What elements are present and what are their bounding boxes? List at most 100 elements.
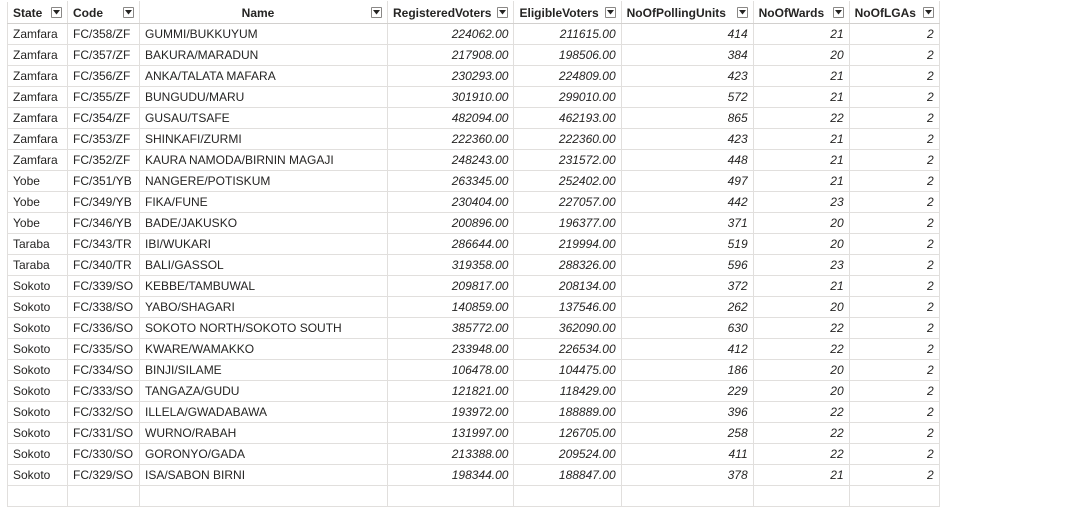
column-header-noofwards[interactable]: NoOfWards xyxy=(752,1,850,24)
cell-code[interactable]: FC/356/ZF xyxy=(67,65,140,87)
cell-name[interactable]: SOKOTO NORTH/SOKOTO SOUTH xyxy=(139,317,388,339)
cell-registeredvoters[interactable]: 193972.00 xyxy=(386,401,515,423)
cell-name[interactable]: KAURA NAMODA/BIRNIN MAGAJI xyxy=(139,149,388,171)
table-row[interactable]: Sokoto FC/336/SO SOKOTO NORTH/SOKOTO SOUTH… xyxy=(7,317,940,339)
cell-noofwards[interactable]: 20 xyxy=(752,359,850,381)
cell-state[interactable]: Sokoto xyxy=(7,275,68,297)
cell-eligiblevoters[interactable]: 188889.00 xyxy=(513,401,622,423)
column-header-registeredvoters[interactable]: RegisteredVoters xyxy=(386,1,515,24)
table-row[interactable]: Sokoto FC/335/SO KWARE/WAMAKKO 233948.00 226… xyxy=(7,338,940,360)
cell-noofpollingunits[interactable]: 414 xyxy=(620,23,754,45)
cell-eligiblevoters[interactable]: 227057.00 xyxy=(513,191,622,213)
column-header-code[interactable]: Code xyxy=(67,1,140,24)
cell-registeredvoters[interactable]: 222360.00 xyxy=(386,128,515,150)
cell-eligiblevoters[interactable]: 231572.00 xyxy=(513,149,622,171)
cell-nooflgas[interactable]: 2 xyxy=(848,254,940,276)
cell-registeredvoters[interactable]: 263345.00 xyxy=(386,170,515,192)
cell-code[interactable]: FC/332/SO xyxy=(67,401,140,423)
column-header-nooflgas[interactable]: NoOfLGAs xyxy=(848,1,940,24)
cell-noofpollingunits[interactable]: 396 xyxy=(620,401,754,423)
cell-nooflgas[interactable]: 2 xyxy=(848,464,940,486)
cell-nooflgas[interactable]: 2 xyxy=(848,65,940,87)
cell-code[interactable]: FC/331/SO xyxy=(67,422,140,444)
cell-noofpollingunits[interactable]: 572 xyxy=(620,86,754,108)
cell-eligiblevoters[interactable]: 137546.00 xyxy=(513,296,622,318)
cell-nooflgas[interactable]: 2 xyxy=(848,86,940,108)
cell-registeredvoters[interactable]: 385772.00 xyxy=(386,317,515,339)
cell-name[interactable]: WURNO/RABAH xyxy=(139,422,388,444)
cell-nooflgas[interactable]: 2 xyxy=(848,23,940,45)
cell-code[interactable]: FC/351/YB xyxy=(67,170,140,192)
cell-code[interactable]: FC/357/ZF xyxy=(67,44,140,66)
cell-noofwards[interactable]: 20 xyxy=(752,44,850,66)
cell-state[interactable]: Sokoto xyxy=(7,296,68,318)
cell-code[interactable]: FC/358/ZF xyxy=(67,23,140,45)
cell-noofpollingunits[interactable]: 372 xyxy=(620,275,754,297)
cell-code[interactable]: FC/346/YB xyxy=(67,212,140,234)
cell-registeredvoters[interactable]: 248243.00 xyxy=(386,149,515,171)
table-row[interactable]: Sokoto FC/334/SO BINJI/SILAME 106478.00 1044… xyxy=(7,359,940,381)
cell-noofpollingunits[interactable]: 229 xyxy=(620,380,754,402)
cell-eligiblevoters[interactable]: 226534.00 xyxy=(513,338,622,360)
cell-noofwards[interactable]: 22 xyxy=(752,107,850,129)
cell-eligiblevoters[interactable]: 208134.00 xyxy=(513,275,622,297)
cell-code[interactable]: FC/329/SO xyxy=(67,464,140,486)
chevron-down-icon[interactable] xyxy=(497,7,509,18)
cell-noofwards[interactable]: 23 xyxy=(752,191,850,213)
cell-name[interactable]: YABO/SHAGARI xyxy=(139,296,388,318)
cell-registeredvoters[interactable]: 233948.00 xyxy=(386,338,515,360)
table-row[interactable]: Zamfara FC/358/ZF GUMMI/BUKKUYUM 224062.00 2… xyxy=(7,23,940,45)
cell-eligiblevoters[interactable]: 219994.00 xyxy=(513,233,622,255)
cell-noofpollingunits[interactable]: 258 xyxy=(620,422,754,444)
cell-name[interactable]: BALI/GASSOL xyxy=(139,254,388,276)
cell-name[interactable]: BADE/JAKUSKO xyxy=(139,212,388,234)
cell-code[interactable]: FC/330/SO xyxy=(67,443,140,465)
cell-registeredvoters[interactable]: 482094.00 xyxy=(386,107,515,129)
cell-nooflgas[interactable]: 2 xyxy=(848,296,940,318)
cell-state[interactable]: Sokoto xyxy=(7,317,68,339)
cell-registeredvoters[interactable]: 209817.00 xyxy=(386,275,515,297)
cell-eligiblevoters[interactable]: 299010.00 xyxy=(513,86,622,108)
cell-name[interactable]: BUNGUDU/MARU xyxy=(139,86,388,108)
table-row[interactable]: Sokoto FC/329/SO ISA/SABON BIRNI 198344.00 1… xyxy=(7,464,940,486)
cell-nooflgas[interactable]: 2 xyxy=(848,107,940,129)
cell-code[interactable]: FC/352/ZF xyxy=(67,149,140,171)
cell-code[interactable]: FC/353/ZF xyxy=(67,128,140,150)
cell-code[interactable]: FC/335/SO xyxy=(67,338,140,360)
cell-eligiblevoters[interactable]: 188847.00 xyxy=(513,464,622,486)
cell-nooflgas[interactable]: 2 xyxy=(848,44,940,66)
cell-state[interactable]: Zamfara xyxy=(7,23,68,45)
cell-noofpollingunits[interactable]: 423 xyxy=(620,128,754,150)
cell-state[interactable]: Yobe xyxy=(7,212,68,234)
table-row[interactable]: Zamfara FC/357/ZF BAKURA/MARADUN 217908.00 1… xyxy=(7,44,940,66)
table-row[interactable]: Yobe FC/346/YB BADE/JAKUSKO 200896.00 196377… xyxy=(7,212,940,234)
cell-registeredvoters[interactable]: 286644.00 xyxy=(386,233,515,255)
cell-registeredvoters[interactable]: 131997.00 xyxy=(386,422,515,444)
cell-code[interactable]: FC/333/SO xyxy=(67,380,140,402)
chevron-down-icon[interactable] xyxy=(123,7,134,18)
cell-name[interactable]: ANKA/TALATA MAFARA xyxy=(139,65,388,87)
cell-nooflgas[interactable]: 2 xyxy=(848,149,940,171)
cell-code[interactable]: FC/349/YB xyxy=(67,191,140,213)
cell-noofwards[interactable]: 22 xyxy=(752,338,850,360)
cell-nooflgas[interactable]: 2 xyxy=(848,233,940,255)
cell-name[interactable]: GUSAU/TSAFE xyxy=(139,107,388,129)
cell-state[interactable]: Sokoto xyxy=(7,443,68,465)
cell-nooflgas[interactable]: 2 xyxy=(848,275,940,297)
cell-noofwards[interactable]: 20 xyxy=(752,212,850,234)
cell-registeredvoters[interactable]: 224062.00 xyxy=(386,23,515,45)
cell-name[interactable]: KEBBE/TAMBUWAL xyxy=(139,275,388,297)
cell-nooflgas[interactable]: 2 xyxy=(848,401,940,423)
cell-state[interactable]: Taraba xyxy=(7,233,68,255)
cell-code[interactable]: FC/355/ZF xyxy=(67,86,140,108)
cell-noofwards[interactable]: 21 xyxy=(752,23,850,45)
cell-eligiblevoters[interactable]: 252402.00 xyxy=(513,170,622,192)
cell-eligiblevoters[interactable]: 224809.00 xyxy=(513,65,622,87)
cell-nooflgas[interactable]: 2 xyxy=(848,380,940,402)
table-row[interactable]: Zamfara FC/355/ZF BUNGUDU/MARU 301910.00 299… xyxy=(7,86,940,108)
cell-noofpollingunits[interactable]: 497 xyxy=(620,170,754,192)
table-row[interactable]: Taraba FC/343/TR IBI/WUKARI 286644.00 219994… xyxy=(7,233,940,255)
cell-state[interactable]: Zamfara xyxy=(7,128,68,150)
cell-nooflgas[interactable]: 2 xyxy=(848,212,940,234)
cell-name[interactable]: GORONYO/GADA xyxy=(139,443,388,465)
